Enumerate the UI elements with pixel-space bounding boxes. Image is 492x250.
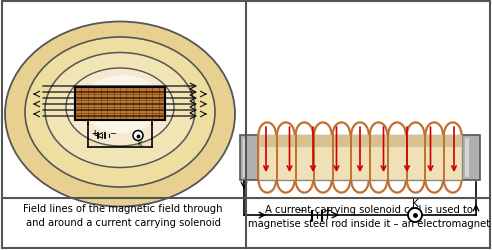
Text: +: +	[324, 205, 332, 215]
Bar	[258, 136, 462, 147]
Circle shape	[408, 208, 422, 222]
Bar	[465, 138, 469, 177]
Ellipse shape	[5, 22, 235, 207]
Ellipse shape	[82, 76, 162, 134]
Ellipse shape	[45, 53, 195, 168]
Text: Field lines of the magnetic field through
and around a current carrying solenoid: Field lines of the magnetic field throug…	[23, 203, 223, 227]
Bar	[462, 136, 480, 180]
Circle shape	[133, 131, 143, 141]
Bar	[75, 88, 165, 120]
Ellipse shape	[25, 38, 215, 187]
Text: K: K	[412, 198, 418, 208]
Text: −: −	[298, 205, 306, 215]
Ellipse shape	[66, 69, 174, 146]
Bar	[75, 88, 165, 120]
Bar	[258, 136, 462, 180]
Bar	[240, 136, 258, 180]
Text: A current-carrying solenoid coil is used to
magnetise steel rod inside it – an e: A current-carrying solenoid coil is used…	[248, 204, 490, 228]
Text: −: −	[110, 128, 117, 138]
Text: +: +	[91, 128, 97, 138]
Text: K: K	[138, 141, 142, 147]
Bar	[243, 138, 247, 177]
